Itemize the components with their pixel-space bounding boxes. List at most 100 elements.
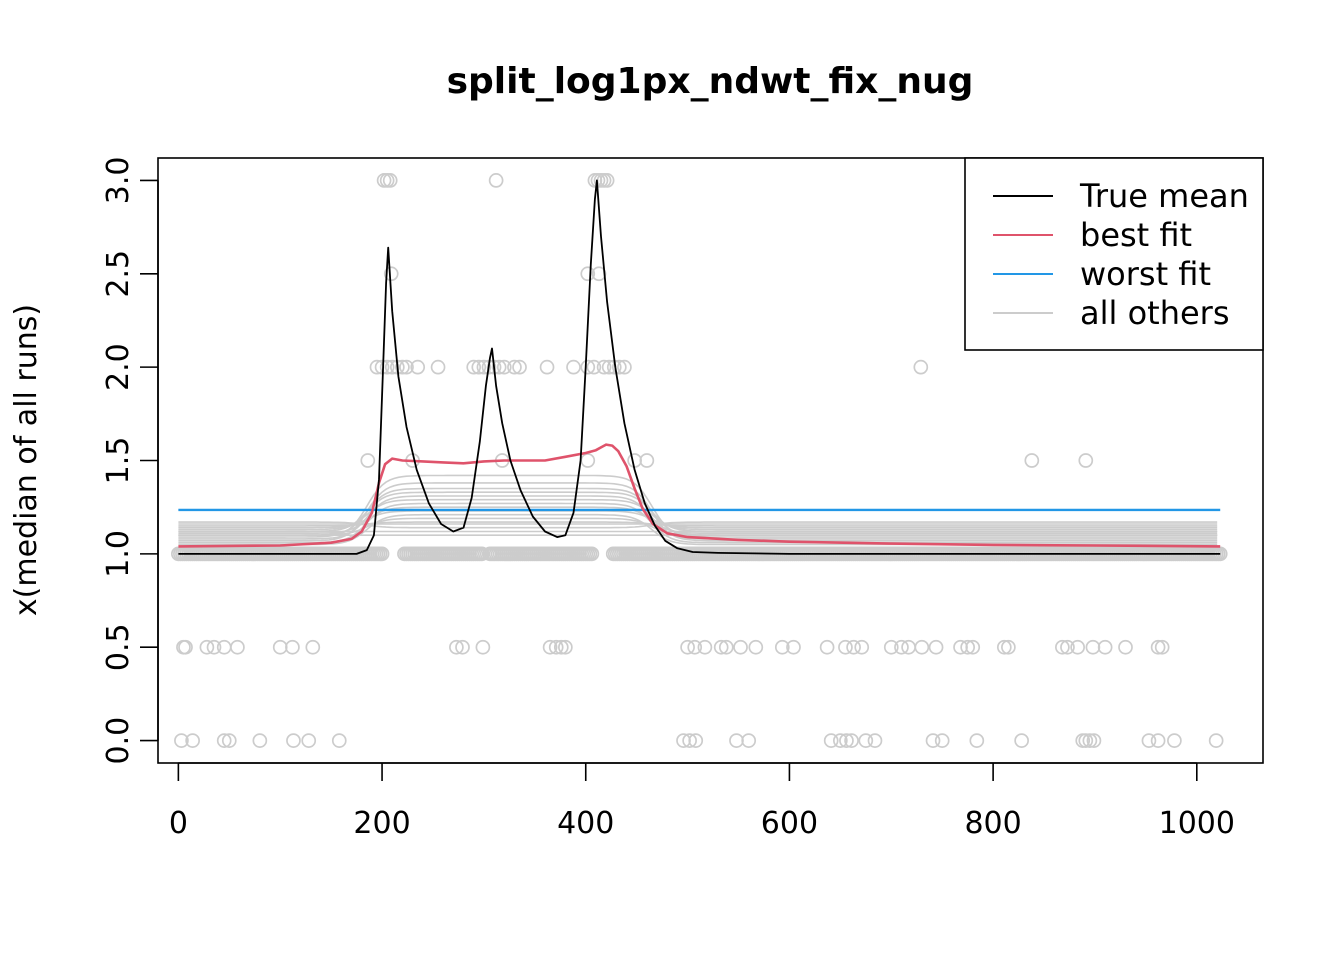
data-point: [928, 639, 944, 655]
x-tick-label: 400: [557, 806, 614, 841]
data-point: [331, 733, 347, 748]
data-point: [639, 453, 655, 468]
data-point: [965, 639, 981, 655]
data-point: [741, 733, 757, 748]
data-point: [854, 639, 870, 655]
data-point: [819, 639, 835, 655]
data-point: [833, 733, 848, 748]
data-point: [718, 639, 734, 655]
y-tick-label: 0.5: [101, 623, 136, 671]
data-point: [507, 359, 522, 375]
data-point: [591, 266, 607, 282]
data-point: [748, 639, 764, 655]
legend-label: True mean: [1079, 177, 1249, 215]
data-point: [466, 359, 482, 375]
data-point: [382, 173, 398, 188]
data-point: [206, 639, 222, 655]
data-point: [230, 639, 245, 655]
data-point: [1078, 733, 1094, 748]
data-point: [838, 639, 853, 655]
chart-title: split_log1px_ndwt_fix_nug: [447, 61, 974, 102]
data-point: [1024, 453, 1040, 468]
data-point: [1082, 733, 1098, 748]
data-point: [1070, 639, 1085, 655]
data-point: [1060, 639, 1075, 655]
y-tick-label: 3.0: [101, 157, 136, 205]
data-point: [925, 733, 941, 748]
data-point: [286, 733, 301, 748]
x-tick-label: 800: [964, 806, 1021, 841]
x-tick-label: 600: [761, 806, 818, 841]
data-point: [883, 639, 899, 655]
data-point: [558, 639, 573, 655]
data-point: [1150, 639, 1166, 655]
all-others-line: [178, 502, 1218, 544]
data-point: [617, 359, 632, 375]
all-others-line: [178, 521, 1218, 529]
legend-label: worst fit: [1080, 255, 1211, 293]
data-point: [539, 359, 555, 375]
data-point: [305, 639, 321, 655]
data-point: [221, 733, 237, 748]
legend-label: best fit: [1080, 216, 1192, 254]
data-point: [687, 639, 703, 655]
data-point: [1097, 639, 1113, 655]
data-point: [858, 733, 874, 748]
data-point: [786, 639, 801, 655]
data-point: [178, 639, 193, 655]
y-axis-label: x(median of all runs): [9, 304, 44, 616]
data-point: [1014, 733, 1029, 748]
data-point: [960, 639, 976, 655]
data-point: [476, 359, 492, 375]
data-point: [252, 733, 268, 748]
y-tick-label: 1.5: [101, 437, 136, 485]
data-point: [1208, 733, 1224, 748]
data-point: [216, 733, 232, 748]
data-point: [580, 266, 596, 282]
data-point: [697, 639, 713, 655]
data-point: [1141, 733, 1157, 748]
data-point: [379, 359, 395, 375]
data-point: [1055, 639, 1070, 655]
data-point: [384, 359, 400, 375]
data-point: [374, 546, 390, 562]
all-others-line: [178, 521, 1218, 527]
data-point: [584, 546, 600, 562]
data-point: [844, 733, 859, 748]
data-point: [867, 733, 883, 748]
data-point: [733, 639, 748, 655]
data-point: [774, 639, 790, 655]
data-point: [599, 173, 615, 188]
data-point: [174, 733, 189, 748]
data-point: [185, 733, 200, 748]
data-point: [1150, 733, 1166, 748]
data-point: [713, 639, 729, 655]
data-point: [823, 733, 839, 748]
data-point: [596, 359, 612, 375]
data-point: [894, 639, 909, 655]
data-point: [566, 359, 581, 375]
data-point: [542, 639, 558, 655]
data-point: [512, 359, 527, 375]
data-point: [680, 639, 695, 655]
data-point: [913, 359, 929, 375]
data-point: [1086, 733, 1102, 748]
y-tick-label: 2.0: [101, 343, 136, 391]
y-tick-label: 0.0: [101, 717, 136, 765]
data-point: [395, 359, 410, 375]
data-point: [996, 639, 1012, 655]
data-point: [682, 733, 697, 748]
data-point: [471, 359, 487, 375]
data-point: [383, 266, 399, 282]
data-point: [1078, 453, 1094, 468]
data-point: [612, 359, 627, 375]
data-point: [839, 733, 854, 748]
data-point: [199, 639, 215, 655]
fit-lines: [178, 179, 1221, 555]
data-point: [914, 639, 930, 655]
data-point: [449, 639, 464, 655]
data-point: [496, 359, 512, 375]
